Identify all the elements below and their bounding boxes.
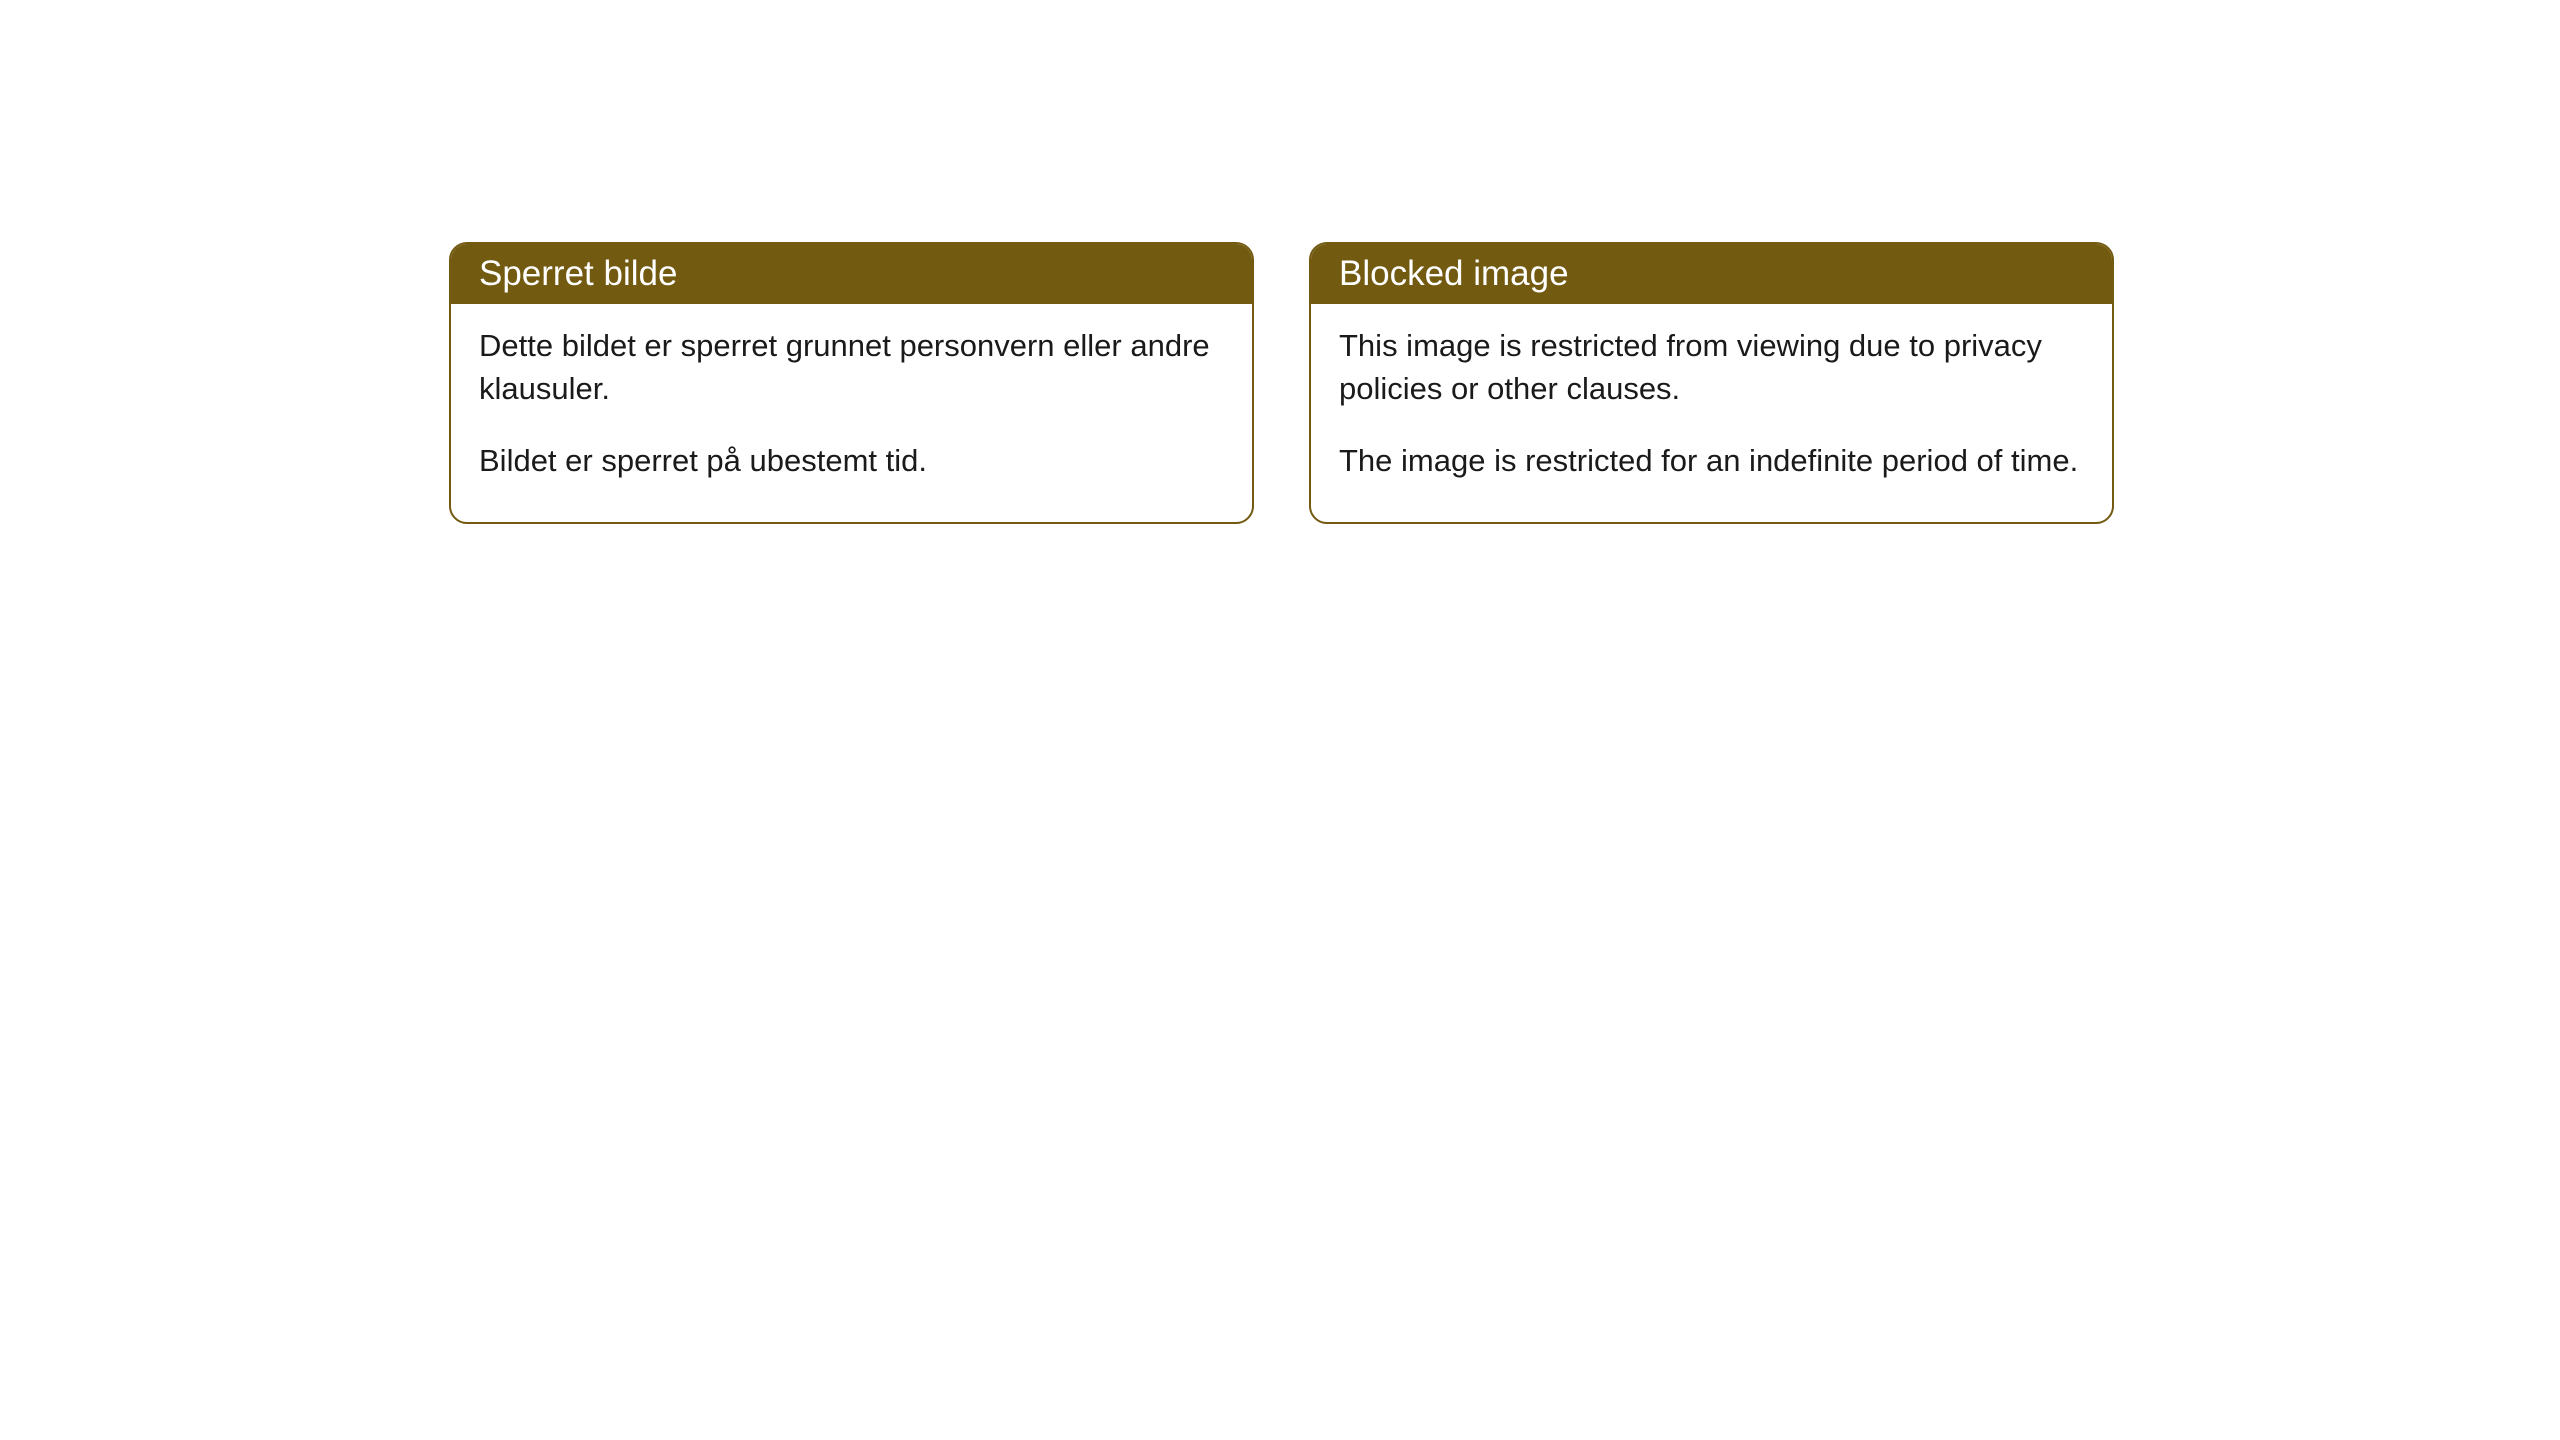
- card-text-norwegian-1: Dette bildet er sperret grunnet personve…: [479, 324, 1224, 411]
- card-body-norwegian: Dette bildet er sperret grunnet personve…: [451, 304, 1252, 522]
- card-text-english-1: This image is restricted from viewing du…: [1339, 324, 2084, 411]
- card-text-english-2: The image is restricted for an indefinit…: [1339, 439, 2084, 482]
- card-header-norwegian: Sperret bilde: [451, 244, 1252, 304]
- card-text-norwegian-2: Bildet er sperret på ubestemt tid.: [479, 439, 1224, 482]
- card-english: Blocked image This image is restricted f…: [1309, 242, 2114, 524]
- cards-container: Sperret bilde Dette bildet er sperret gr…: [449, 242, 2114, 524]
- card-norwegian: Sperret bilde Dette bildet er sperret gr…: [449, 242, 1254, 524]
- card-header-english: Blocked image: [1311, 244, 2112, 304]
- card-body-english: This image is restricted from viewing du…: [1311, 304, 2112, 522]
